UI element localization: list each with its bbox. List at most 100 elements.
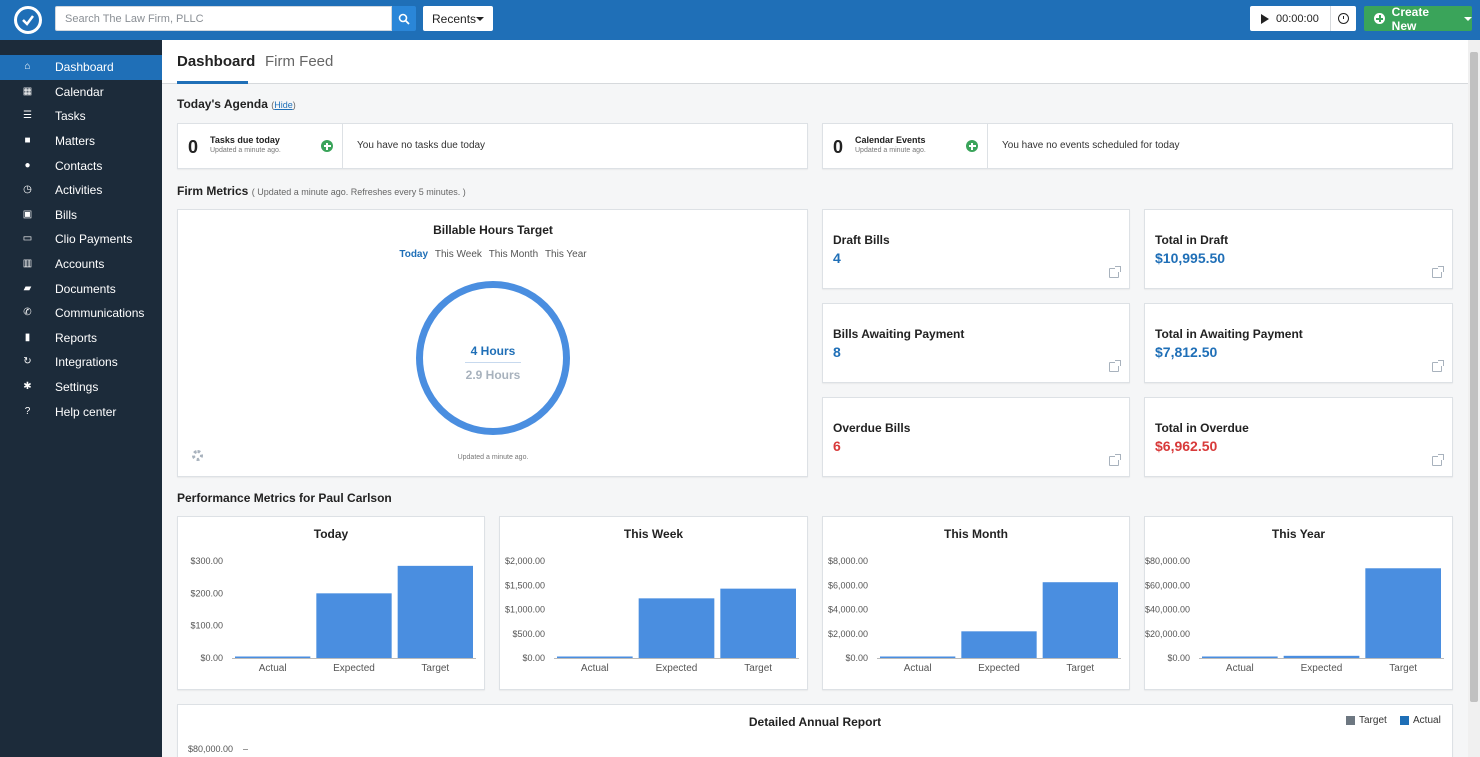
timer-widget: 00:00:00 (1250, 6, 1356, 31)
sidebar-item-contacts[interactable]: ● Contacts (0, 153, 162, 178)
folder-icon-glyph: ▰ (23, 282, 32, 294)
y-tick-label: $200.00 (190, 588, 223, 598)
y-tick-label: $80,000.00 (1145, 556, 1190, 566)
gear-icon: ✱ (0, 382, 55, 392)
sidebar-item-accounts[interactable]: ▥ Accounts (0, 252, 162, 277)
draft-bills-card[interactable]: Draft Bills 4 (822, 209, 1130, 289)
sidebar-item-clio-payments[interactable]: ▭ Clio Payments (0, 227, 162, 252)
y-tick-label: $300.00 (190, 556, 223, 566)
tab-firm-feed[interactable]: Firm Feed (265, 53, 334, 70)
events-count: 0 (833, 137, 844, 157)
bar-actual[interactable] (880, 656, 956, 659)
user-icon: ● (0, 160, 55, 171)
bar-target[interactable] (720, 588, 796, 658)
sidebar-nav: ⌂ Dashboard ▦ Calendar ☰ Tasks ■ Matters ● Contac… (0, 55, 162, 424)
sidebar-item-integrations[interactable]: ↻ Integrations (0, 350, 162, 375)
create-new-button[interactable]: Create New (1364, 5, 1472, 33)
sidebar-item-activities[interactable]: ◷ Activities (0, 178, 162, 203)
sidebar-item-calendar[interactable]: ▦ Calendar (0, 80, 162, 105)
y-tick-label: $0.00 (522, 653, 545, 663)
bar-actual[interactable] (1202, 656, 1278, 659)
bar-actual[interactable] (235, 656, 311, 659)
bar-target[interactable] (1042, 582, 1118, 658)
external-link-icon[interactable] (1109, 454, 1121, 466)
bills-awaiting-payment-card[interactable]: Bills Awaiting Payment 8 (822, 303, 1130, 383)
bar-chart-icon-glyph: ▮ (24, 331, 31, 343)
search-input[interactable]: Search The Law Firm, PLLC (55, 6, 392, 31)
hide-agenda-link[interactable]: Hide (274, 100, 293, 110)
sidebar-item-label: Dashboard (55, 60, 114, 75)
performance-title: Performance Metrics for Paul Carlson (177, 491, 392, 505)
legend-actual: Actual (1400, 715, 1441, 726)
external-link-icon[interactable] (1109, 360, 1121, 372)
refresh-icon-glyph: ↻ (23, 356, 32, 368)
y-tick-label: $2,000.00 (505, 556, 545, 566)
billable-hours-title: Billable Hours Target (433, 223, 553, 237)
bar-target[interactable] (1365, 568, 1441, 658)
bar-chart-icon: ▮ (0, 331, 55, 343)
total-in-draft-card[interactable]: Total in Draft $10,995.50 (1144, 209, 1453, 289)
total-in-overdue-card[interactable]: Total in Overdue $6,962.50 (1144, 397, 1453, 477)
x-tick-label: Actual (1226, 663, 1254, 674)
chart-title: This Week (623, 527, 684, 541)
sidebar-item-settings[interactable]: ✱ Settings (0, 375, 162, 400)
sidebar-item-tasks[interactable]: ☰ Tasks (0, 104, 162, 129)
metric-label: Bills Awaiting Payment (833, 327, 965, 341)
x-tick-label: Expected (1301, 663, 1343, 674)
period-this-month[interactable]: This Month (488, 249, 539, 260)
bar-expected[interactable] (638, 598, 715, 658)
card-icon: ▭ (0, 234, 55, 244)
sidebar-item-dashboard[interactable]: ⌂ Dashboard (0, 55, 162, 80)
x-tick-label: Target (1066, 663, 1094, 674)
plus-circle-icon (1374, 13, 1385, 24)
bank-icon-glyph: ▥ (22, 258, 33, 270)
search-icon (398, 13, 410, 25)
external-link-icon[interactable] (1109, 266, 1121, 278)
money-icon: ▣ (0, 209, 55, 220)
calendar-icon-glyph: ▦ (22, 85, 33, 97)
sidebar-item-communications[interactable]: ✆ Communications (0, 301, 162, 326)
sidebar-item-reports[interactable]: ▮ Reports (0, 326, 162, 351)
tasks-due-card: 0 Tasks due today Updated a minute ago. … (177, 123, 808, 169)
period-this-year[interactable]: This Year (544, 249, 587, 260)
tasks-updated: Updated a minute ago. (210, 147, 281, 154)
bar-actual[interactable] (557, 656, 633, 659)
overdue-bills-card[interactable]: Overdue Bills 6 (822, 397, 1130, 477)
period-today[interactable]: Today (399, 249, 429, 260)
bar-expected[interactable] (961, 631, 1037, 658)
y-tick-label: $40,000.00 (1145, 605, 1190, 615)
sidebar-item-matters[interactable]: ■ Matters (0, 129, 162, 154)
page-scrollbar[interactable] (1468, 40, 1480, 757)
bar-target[interactable] (397, 565, 473, 658)
folder-icon: ▰ (0, 282, 55, 294)
bar-expected[interactable] (1283, 655, 1360, 658)
external-link-icon[interactable] (1432, 266, 1444, 278)
briefcase-icon-glyph: ■ (24, 135, 31, 147)
y-tick-label: $6,000.00 (828, 580, 868, 590)
scrollbar-thumb[interactable] (1470, 52, 1478, 702)
external-link-icon[interactable] (1432, 360, 1444, 372)
tab-dashboard[interactable]: Dashboard (177, 53, 256, 70)
external-link-icon[interactable] (1432, 454, 1444, 466)
tasks-message: You have no tasks due today (357, 140, 486, 151)
bar-expected[interactable] (316, 593, 392, 658)
period-this-week[interactable]: This Week (434, 249, 482, 260)
total-awaiting-payment-card[interactable]: Total in Awaiting Payment $7,812.50 (1144, 303, 1453, 383)
recents-dropdown[interactable]: Recents (423, 6, 493, 31)
add-event-icon[interactable] (966, 140, 978, 152)
timer-play-button[interactable]: 00:00:00 (1250, 6, 1331, 31)
sidebar-item-bills[interactable]: ▣ Bills (0, 203, 162, 228)
sidebar-item-label: Activities (55, 183, 103, 198)
bar-chart: $80,000.00 $60,000.00 $40,000.00 $20,000.00… (1145, 556, 1444, 674)
search-button[interactable] (392, 6, 416, 31)
refresh-icon: ↻ (0, 357, 55, 367)
events-label: Calendar Events (855, 135, 926, 145)
add-task-icon[interactable] (321, 140, 333, 152)
sidebar-item-help-center[interactable]: ? Help center (0, 399, 162, 424)
gear-icon[interactable] (192, 450, 203, 461)
home-icon: ⌂ (0, 62, 55, 72)
sidebar-item-documents[interactable]: ▰ Documents (0, 276, 162, 301)
timer-clock-button[interactable] (1331, 6, 1356, 31)
clio-logo-icon[interactable] (14, 6, 42, 34)
y-tick-label: $8,000.00 (828, 556, 868, 566)
